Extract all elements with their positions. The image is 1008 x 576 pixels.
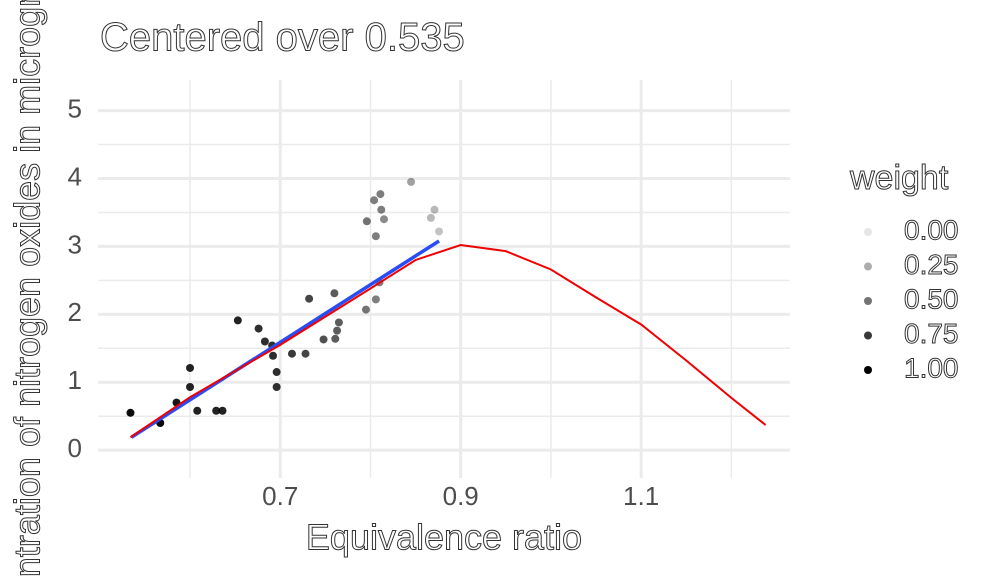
point: [260, 337, 269, 346]
legend-label: 1.00: [904, 352, 959, 383]
point: [426, 213, 435, 222]
y-tick-label: 4: [68, 161, 82, 191]
y-axis-label: Concentration of nitrogen oxides in micr…: [7, 0, 48, 576]
chart-title: Centered over 0.535: [100, 16, 465, 60]
x-tick-label: 0.7: [262, 481, 298, 511]
point: [331, 334, 340, 343]
point: [193, 406, 202, 415]
point: [305, 294, 314, 303]
point: [376, 190, 385, 199]
point: [361, 305, 370, 314]
legend-key: [864, 228, 872, 236]
point: [319, 335, 328, 344]
x-axis-label: Equivalence ratio: [306, 517, 582, 558]
fit-line: [130, 239, 440, 439]
point: [407, 177, 416, 186]
point: [371, 232, 380, 241]
point: [272, 368, 281, 377]
point: [269, 351, 278, 360]
point: [272, 382, 281, 391]
y-tick-label: 1: [68, 365, 82, 395]
point: [370, 196, 379, 205]
curve-line: [129, 244, 767, 439]
point: [287, 349, 296, 358]
point: [254, 324, 263, 333]
point: [371, 295, 380, 304]
x-tick-label: 1.1: [623, 481, 659, 511]
point: [126, 408, 135, 417]
legend-key: [864, 331, 872, 340]
y-tick-label: 3: [68, 229, 82, 259]
point: [186, 382, 195, 391]
y-tick-label: 5: [68, 93, 82, 123]
point: [377, 205, 386, 214]
legend-label: 0.00: [904, 214, 959, 245]
legend-key: [864, 262, 872, 271]
point: [430, 205, 439, 214]
point: [380, 215, 389, 224]
y-tick-label: 0: [68, 433, 82, 463]
legend-label: 0.75: [904, 318, 959, 349]
point: [233, 316, 242, 325]
legend-label: 0.25: [904, 249, 959, 280]
point: [362, 217, 371, 226]
point: [333, 326, 342, 335]
legend-key: [864, 366, 872, 374]
point: [334, 318, 343, 327]
legend-title: weight: [849, 159, 949, 197]
y-tick-label: 2: [68, 297, 82, 327]
point: [435, 227, 444, 236]
point: [301, 349, 310, 358]
x-tick-label: 0.9: [443, 481, 479, 511]
legend-label: 0.50: [904, 283, 959, 314]
legend-key: [864, 297, 872, 305]
point: [218, 406, 227, 415]
point: [330, 289, 339, 298]
point: [212, 406, 221, 415]
point: [186, 363, 195, 372]
